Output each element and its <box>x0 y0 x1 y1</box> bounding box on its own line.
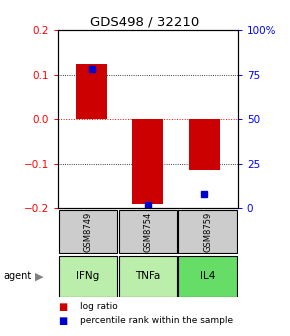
Bar <box>76 64 107 119</box>
Text: GSM8759: GSM8759 <box>203 211 212 252</box>
Bar <box>133 119 163 204</box>
Text: ■: ■ <box>58 316 67 326</box>
Text: ■: ■ <box>58 302 67 312</box>
Bar <box>59 256 117 296</box>
Text: IL4: IL4 <box>200 271 215 281</box>
Bar <box>188 119 220 170</box>
Bar <box>119 210 177 253</box>
Bar <box>119 256 177 296</box>
Text: GSM8749: GSM8749 <box>84 211 93 252</box>
Text: GDS498 / 32210: GDS498 / 32210 <box>90 15 200 28</box>
Bar <box>178 256 237 296</box>
Text: percentile rank within the sample: percentile rank within the sample <box>80 317 233 325</box>
Text: agent: agent <box>3 271 31 281</box>
Text: GSM8754: GSM8754 <box>143 211 153 252</box>
Text: TNFa: TNFa <box>135 271 161 281</box>
Text: ▶: ▶ <box>35 271 44 281</box>
Bar <box>178 210 237 253</box>
Text: IFNg: IFNg <box>76 271 99 281</box>
Bar <box>59 210 117 253</box>
Text: log ratio: log ratio <box>80 302 117 311</box>
